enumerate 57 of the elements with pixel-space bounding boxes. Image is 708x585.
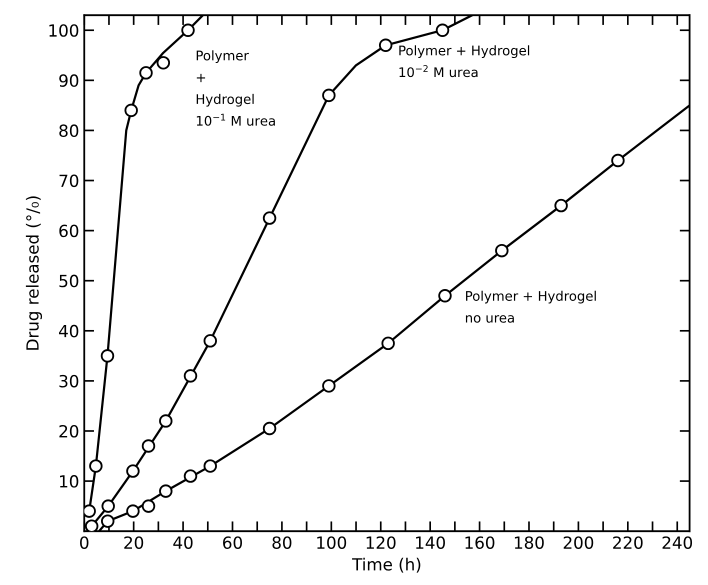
point <box>181 24 195 37</box>
point <box>611 154 625 168</box>
y-tick-label: 80 <box>59 124 78 137</box>
point <box>126 504 140 518</box>
point <box>89 459 103 473</box>
point <box>159 414 173 428</box>
point <box>495 244 509 258</box>
point <box>159 484 173 498</box>
y-tick-label: 30 <box>59 374 78 388</box>
x-tick-label: 160 <box>466 536 494 549</box>
point <box>102 499 115 513</box>
point <box>438 289 452 302</box>
point <box>322 88 336 102</box>
point <box>262 422 276 436</box>
y-tick-label: 70 <box>60 174 78 188</box>
point <box>204 459 217 473</box>
point <box>381 336 395 350</box>
x-tick-label: 0 <box>80 536 88 549</box>
x-tick-label: 140 <box>416 536 445 549</box>
point <box>101 514 114 528</box>
point <box>126 464 140 478</box>
x-tick-label: 120 <box>366 536 396 549</box>
point <box>156 56 170 70</box>
point <box>142 499 156 513</box>
y-tick-label: 60 <box>59 224 78 238</box>
point <box>184 469 198 483</box>
x-tick-label: 100 <box>317 536 346 549</box>
point <box>184 369 198 383</box>
x-tick-label: 180 <box>514 536 544 549</box>
point <box>436 24 450 37</box>
point <box>378 38 392 52</box>
y-axis-title: Drug released (°/₀) <box>26 196 42 350</box>
y-tick-label: 100 <box>49 24 78 37</box>
point <box>100 349 114 363</box>
series-label: Polymer + Hydrogel 10$^{−1}$ M urea <box>196 50 275 126</box>
point <box>139 66 153 80</box>
x-tick-label: 40 <box>173 536 193 549</box>
y-tick-label: 90 <box>59 74 78 87</box>
y-tick-label: 50 <box>59 274 78 288</box>
x-axis-title: Time (h) <box>352 558 420 573</box>
point <box>204 334 217 348</box>
point <box>554 198 568 212</box>
y-tick-label: 20 <box>59 424 78 438</box>
x-tick-label: 240 <box>662 536 692 549</box>
point <box>142 439 156 453</box>
point <box>124 104 138 118</box>
series-label: Polymer + Hydrogel 10$^{−2}$ M urea <box>399 45 530 78</box>
point <box>262 211 276 225</box>
series-label: Polymer + Hydrogel no urea <box>466 290 596 323</box>
point <box>322 379 336 393</box>
x-tick-label: 20 <box>124 536 144 549</box>
x-tick-label: 80 <box>272 536 292 549</box>
x-tick-label: 220 <box>613 536 643 549</box>
x-tick-label: 200 <box>564 536 594 549</box>
y-tick-label: 40 <box>59 324 78 338</box>
x-tick-label: 60 <box>223 536 242 549</box>
y-tick-label: 10 <box>60 475 78 488</box>
